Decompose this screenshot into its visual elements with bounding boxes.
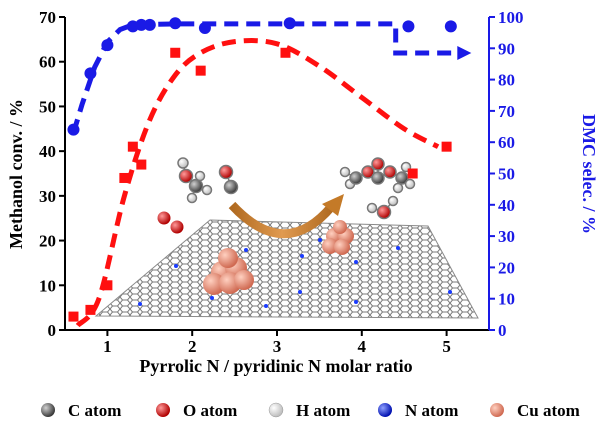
dmc-data-point xyxy=(198,21,211,34)
left-y-tick-label: 70 xyxy=(39,8,56,27)
x-tick-label: 4 xyxy=(358,337,367,356)
right-y-tick-label: 50 xyxy=(498,165,515,184)
right-y-tick-label: 70 xyxy=(498,102,515,121)
nitrogen-dopant-atoms xyxy=(138,238,452,308)
cu-cluster-right xyxy=(322,220,354,255)
dmc-molecule xyxy=(339,157,416,194)
dmc-data-point xyxy=(84,67,97,80)
left-y-tick-label: 0 xyxy=(48,321,57,340)
left-y-tick-label: 50 xyxy=(39,97,56,116)
methanol-data-point xyxy=(68,311,79,322)
dmc-selectivity-series xyxy=(67,17,472,136)
right-y-tick-label: 0 xyxy=(498,321,507,340)
right-y-tick-label: 60 xyxy=(498,133,515,152)
legend-cu-atom-marker xyxy=(490,403,504,417)
dmc-data-point xyxy=(143,18,156,31)
legend-c-atom-label: C atom xyxy=(68,401,121,420)
right-y-tick-label: 90 xyxy=(498,39,515,58)
legend-h-atom-label: H atom xyxy=(296,401,350,420)
legend-o-atom-marker xyxy=(156,403,170,417)
dmc-data-point xyxy=(169,17,182,30)
methanol-data-point xyxy=(102,280,113,291)
methanol-data-point xyxy=(127,141,138,152)
dmc-data-point xyxy=(402,20,415,33)
reaction-arrow xyxy=(228,201,336,239)
methanol-trend-line xyxy=(75,38,440,328)
methanol-data-point xyxy=(119,172,130,183)
right-y-tick-label: 100 xyxy=(498,8,524,27)
x-tick-label: 5 xyxy=(442,337,451,356)
legend-c-atom-marker xyxy=(41,403,55,417)
legend-cu-atom-label: Cu atom xyxy=(517,401,580,420)
dmc-data-point xyxy=(101,39,114,52)
methanol-data-point xyxy=(441,141,452,152)
nitrogen-doped-graphene-sheet xyxy=(94,219,479,319)
x-tick-label: 1 xyxy=(103,337,112,356)
methanol-data-point xyxy=(170,47,181,58)
dmc-data-point xyxy=(283,17,296,30)
cu-cluster-left xyxy=(203,248,254,295)
catalyst-illustration xyxy=(94,157,479,319)
right-y-tick-label: 20 xyxy=(498,258,515,277)
legend-o-atom-label: O atom xyxy=(183,401,237,420)
left-y-tick-label: 30 xyxy=(39,187,56,206)
left-y-axis-title: Methanol conv. / % xyxy=(6,99,26,249)
water-molecule xyxy=(366,195,399,220)
methanol-data-point xyxy=(407,168,418,179)
methanol-data-point xyxy=(280,47,291,58)
methanol-data-point xyxy=(195,65,206,76)
left-y-tick-label: 10 xyxy=(39,276,56,295)
legend: C atom O atom H atom N atom Cu atom xyxy=(41,401,580,420)
x-tick-label: 3 xyxy=(273,337,282,356)
ticks-layer: 1 2 3 4 501020304050607001020304050607080901… xyxy=(39,8,524,356)
left-y-tick-label: 20 xyxy=(39,232,56,251)
dmc-trend-arrowhead xyxy=(457,45,472,60)
legend-h-atom-marker xyxy=(268,402,284,418)
left-y-tick-label: 40 xyxy=(39,142,56,161)
methanol-conversion-series xyxy=(68,38,452,328)
reaction-arrowhead xyxy=(322,194,344,216)
legend-n-atom-marker xyxy=(378,403,392,417)
right-y-tick-label: 80 xyxy=(498,71,515,90)
o2-molecule xyxy=(157,211,184,234)
dmc-data-point xyxy=(444,20,457,33)
x-axis-title: Pyrrolic N / pyridinic N molar ratio xyxy=(139,356,412,376)
right-y-tick-label: 40 xyxy=(498,196,515,215)
legend-n-atom-label: N atom xyxy=(405,401,458,420)
right-y-tick-label: 30 xyxy=(498,227,515,246)
series-layer xyxy=(67,17,472,328)
right-y-axis-title: DMC selec. / % xyxy=(579,114,599,234)
co-molecule xyxy=(218,164,239,195)
dmc-data-point xyxy=(67,123,80,136)
x-tick-label: 2 xyxy=(188,337,197,356)
methanol-data-point xyxy=(85,304,96,315)
dmc-data-point xyxy=(135,18,148,31)
right-y-tick-label: 10 xyxy=(498,290,515,309)
dmc-trend-line xyxy=(71,21,460,134)
left-y-tick-label: 60 xyxy=(39,53,56,72)
methanol-data-point xyxy=(136,159,147,170)
methanol-molecule xyxy=(177,157,213,204)
